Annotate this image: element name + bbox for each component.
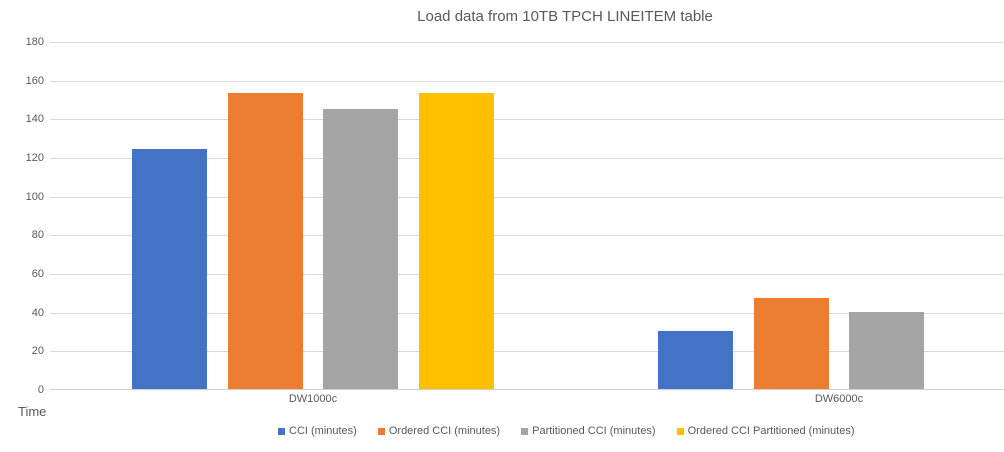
y-axis-tick-label: 60 xyxy=(31,268,44,280)
bar-DW1000c-series-2 xyxy=(323,109,398,389)
legend-swatch-icon xyxy=(377,427,385,435)
legend-swatch-icon xyxy=(278,427,285,435)
y-axis-tick-label: 100 xyxy=(25,191,44,203)
legend-item: Ordered CCI (minutes) xyxy=(377,425,501,437)
legend-item: Ordered CCI Partitioned (minutes) xyxy=(676,425,855,437)
chart-title: Load data from 10TB TPCH LINEITEM table xyxy=(417,8,713,25)
gridline xyxy=(50,313,1004,314)
gridline xyxy=(50,81,1004,82)
y-axis-tick-label: 20 xyxy=(31,345,44,357)
gridline xyxy=(50,42,1004,43)
gridline xyxy=(50,158,1004,159)
legend-item: Partitioned CCI (minutes) xyxy=(521,425,656,437)
y-axis-tick-label: 160 xyxy=(25,75,44,87)
legend-item: CCI (minutes) xyxy=(278,425,357,437)
y-axis-tick-label: 40 xyxy=(31,307,44,319)
y-axis-tick-label: 0 xyxy=(37,384,44,396)
legend-swatch-icon xyxy=(521,427,529,435)
bar-DW1000c-series-3 xyxy=(419,93,494,389)
gridline xyxy=(50,351,1004,352)
x-axis-category-label: DW1000c xyxy=(288,393,338,405)
y-axis-title: Time xyxy=(18,404,47,419)
legend-label: CCI (minutes) xyxy=(289,425,357,437)
x-axis-category-label: DW6000c xyxy=(814,393,864,405)
gridline xyxy=(50,119,1004,120)
bar-DW1000c-series-0 xyxy=(132,149,207,389)
gridline xyxy=(50,197,1004,198)
legend-label: Partitioned CCI (minutes) xyxy=(532,425,656,437)
legend-label: Ordered CCI (minutes) xyxy=(388,425,501,437)
y-axis-tick-label: 180 xyxy=(25,36,44,48)
y-axis-tick-label: 120 xyxy=(25,152,44,164)
y-axis-tick-label: 140 xyxy=(25,113,44,125)
plot-area xyxy=(50,42,1004,390)
bar-DW1000c-series-1 xyxy=(228,93,303,389)
bar-DW6000c-series-1 xyxy=(754,298,829,389)
gridline xyxy=(50,235,1004,236)
legend-label: Ordered CCI Partitioned (minutes) xyxy=(687,425,855,437)
x-axis-line xyxy=(50,389,1004,390)
gridline xyxy=(50,274,1004,275)
legend-swatch-icon xyxy=(676,427,684,435)
legend: CCI (minutes) Ordered CCI (minutes) Partit… xyxy=(278,425,855,437)
y-axis-tick-label: 80 xyxy=(31,229,44,241)
bar-DW6000c-series-2 xyxy=(849,312,924,389)
bar-DW6000c-series-0 xyxy=(658,331,733,389)
